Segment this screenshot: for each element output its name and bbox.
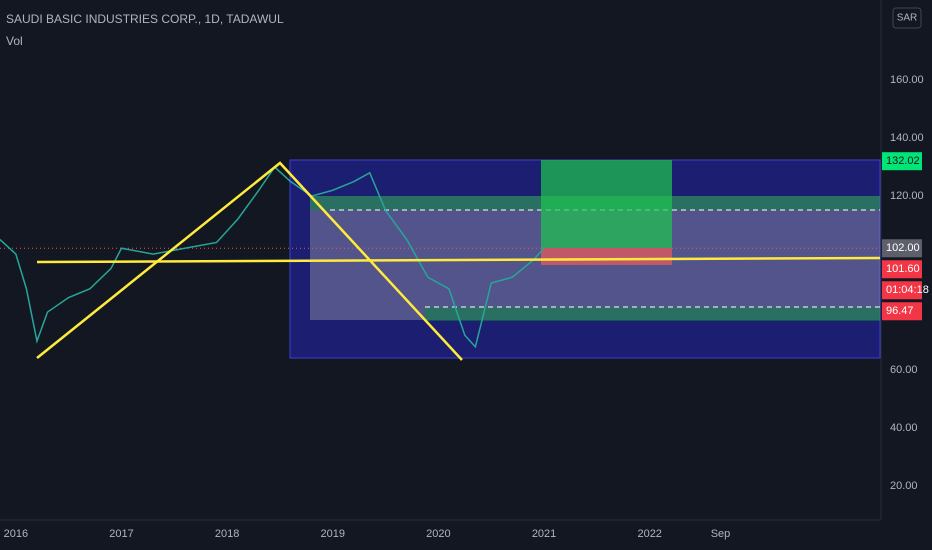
trend-lines — [36, 161, 881, 361]
price-label: 01:04:18 — [886, 284, 929, 296]
price-label: 102.00 — [886, 242, 920, 254]
y-tick-label: 140.00 — [890, 132, 924, 144]
stop-zone — [541, 248, 672, 265]
price-label: 101.60 — [886, 263, 920, 275]
x-tick-label: Sep — [711, 528, 731, 540]
currency-button[interactable] — [892, 7, 922, 29]
horizontal-line — [36, 256, 881, 264]
price-label-box — [882, 281, 922, 300]
zigzag — [36, 161, 463, 361]
x-tick-label: 2017 — [109, 528, 133, 540]
x-tick-label: 2018 — [215, 528, 239, 540]
x-tick-label: 2019 — [321, 528, 345, 540]
indicator-label: Vol — [6, 34, 23, 48]
price-line — [0, 165, 545, 349]
x-tick-label: 2022 — [637, 528, 661, 540]
y-tick-label: 40.00 — [890, 422, 918, 434]
green-band — [425, 307, 880, 321]
price-label-box — [882, 302, 922, 321]
target-zone — [541, 160, 672, 248]
plot — [0, 165, 880, 349]
x-tick-label: 2020 — [426, 528, 450, 540]
x-tick-label: 2021 — [532, 528, 556, 540]
currency-label[interactable]: SAR — [897, 13, 918, 24]
y-tick-label: 60.00 — [890, 364, 918, 376]
x-tick-label: 2016 — [4, 528, 28, 540]
price-label-box — [882, 239, 922, 258]
price-label-box — [882, 152, 922, 171]
price-label: 96.47 — [886, 305, 914, 317]
y-tick-label: 120.00 — [890, 190, 924, 202]
y-tick-label: 160.00 — [890, 74, 924, 86]
y-tick-label: 20.00 — [890, 480, 918, 492]
chart-title: SAUDI BASIC INDUSTRIES CORP., 1D, TADAWU… — [6, 12, 284, 26]
price-label-box — [882, 260, 922, 279]
price-label: 132.02 — [886, 155, 920, 167]
axis-labels: 20.00 40.00 60.00 120.00 140.00 160.00 2016 201… — [4, 74, 929, 540]
